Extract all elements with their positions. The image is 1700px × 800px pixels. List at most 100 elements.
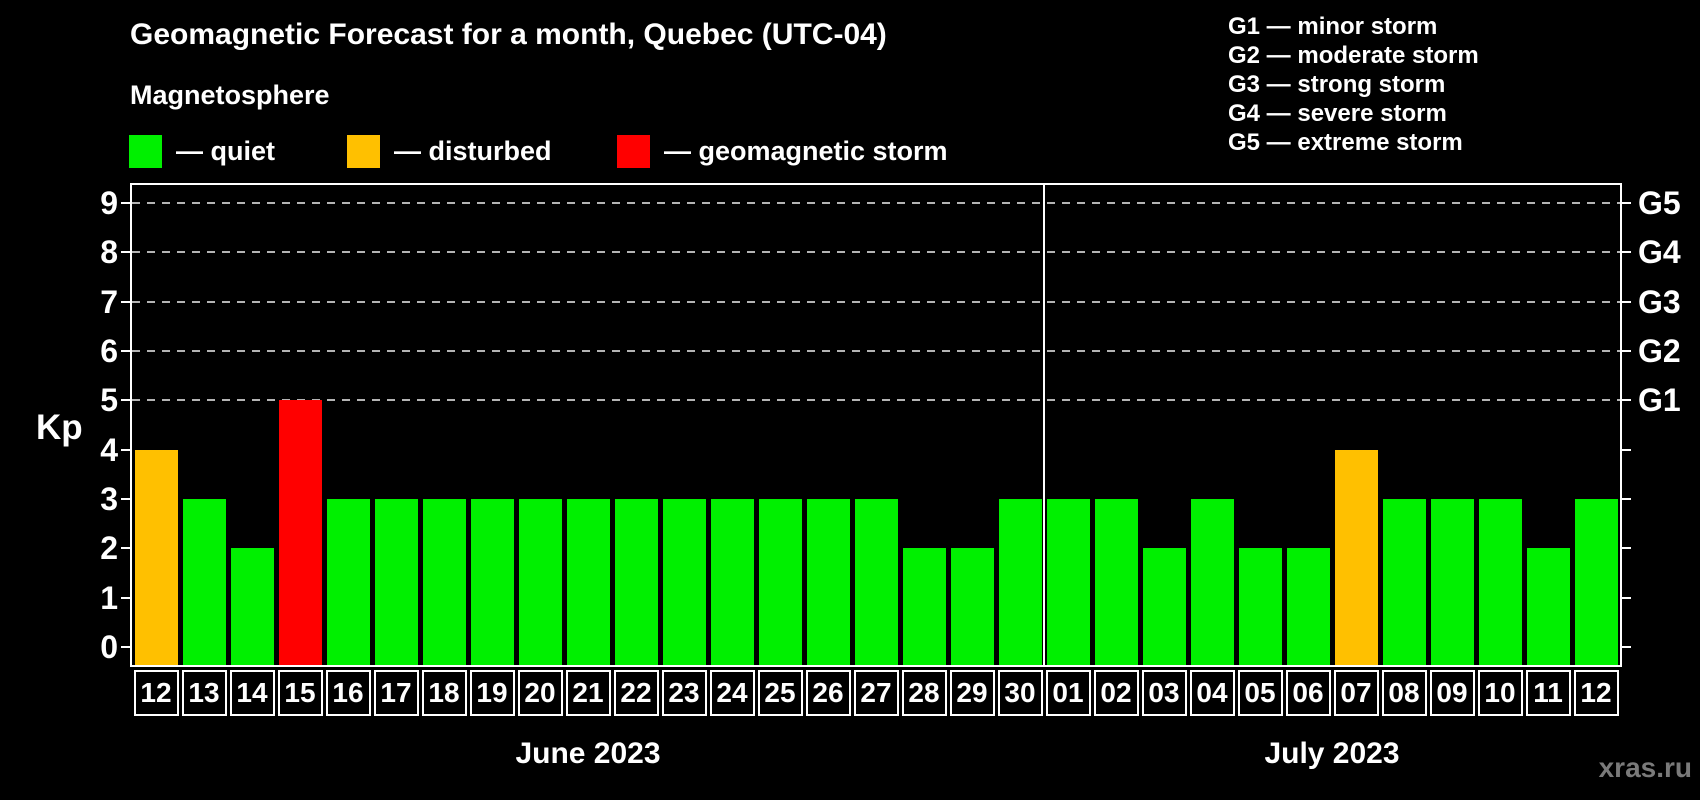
- y-tick-mark: [121, 202, 130, 204]
- watermark: xras.ru: [1598, 752, 1692, 783]
- bar-day-21: [566, 499, 610, 665]
- day-label-18: 18: [421, 670, 467, 716]
- disturbed-color-swatch: [347, 135, 380, 168]
- bar-day-10: [1478, 499, 1522, 665]
- y-tick-mark: [121, 646, 130, 648]
- y-tick-mark: [121, 448, 130, 451]
- day-label-29: 29: [949, 670, 995, 716]
- bar-day-08: [1382, 499, 1426, 665]
- y-axis-title: Kp: [36, 408, 83, 447]
- day-label-04: 04: [1189, 670, 1235, 716]
- bar-day-04: [1190, 499, 1234, 665]
- right-tick-mark: [1622, 646, 1631, 648]
- bar-day-26: [806, 499, 850, 665]
- month-label-july: July 2023: [1264, 737, 1400, 770]
- y-tick-label-0: 0: [100, 629, 118, 665]
- magnetosphere-label: Magnetosphere: [130, 80, 330, 110]
- right-tick-mark: [1622, 547, 1631, 550]
- y-tick-label-7: 7: [100, 283, 118, 320]
- page-title: Geomagnetic Forecast for a month, Quebec…: [130, 18, 887, 51]
- y-tick-mark: [121, 596, 130, 599]
- day-label-23: 23: [661, 670, 707, 716]
- y-tick-mark: [121, 251, 130, 254]
- y-tick-mark: [121, 399, 130, 402]
- day-label-19: 19: [469, 670, 515, 716]
- right-axis-label-g3: G3: [1638, 283, 1681, 320]
- y-tick-label-8: 8: [100, 234, 118, 271]
- day-label-08: 08: [1381, 670, 1427, 716]
- right-axis-label-g2: G2: [1638, 333, 1681, 369]
- bar-day-01: [1046, 499, 1090, 665]
- day-label-28: 28: [901, 670, 947, 716]
- bar-day-30: [998, 499, 1042, 665]
- y-tick-mark: [121, 350, 130, 352]
- right-tick-mark: [1622, 251, 1631, 254]
- day-label-07: 07: [1333, 670, 1379, 716]
- bar-day-15: [278, 400, 322, 665]
- day-label-24: 24: [709, 670, 755, 716]
- day-label-05: 05: [1237, 670, 1283, 716]
- y-tick-label-6: 6: [100, 333, 118, 369]
- y-tick-label-4: 4: [100, 431, 118, 468]
- bar-day-09: [1430, 499, 1474, 665]
- right-tick-mark: [1622, 498, 1631, 500]
- right-axis-label-g4: G4: [1638, 234, 1681, 271]
- g3-legend-line: G3 — strong storm: [1228, 71, 1446, 98]
- bar-day-12: [134, 449, 178, 665]
- day-label-26: 26: [805, 670, 851, 716]
- legend-label-quiet: — quiet: [176, 136, 275, 166]
- quiet-color-swatch: [129, 135, 162, 168]
- day-label-03: 03: [1141, 670, 1187, 716]
- bar-day-20: [518, 499, 562, 665]
- gridline-kp7: [132, 300, 1620, 303]
- right-tick-mark: [1622, 300, 1631, 303]
- month-divider: [1043, 185, 1045, 665]
- bar-day-29: [950, 548, 994, 665]
- day-label-21: 21: [565, 670, 611, 716]
- legend-label-disturbed: — disturbed: [394, 136, 552, 166]
- bar-day-06: [1286, 548, 1330, 665]
- day-label-11: 11: [1525, 670, 1571, 716]
- day-label-02: 02: [1093, 670, 1139, 716]
- storm-color-swatch: [617, 135, 650, 168]
- gridline-kp5: [132, 399, 1620, 402]
- day-label-12: 12: [1573, 670, 1619, 716]
- bar-day-07: [1334, 449, 1378, 665]
- day-label-14: 14: [229, 670, 275, 716]
- bar-day-02: [1094, 499, 1138, 665]
- bar-day-24: [710, 499, 754, 665]
- y-tick-label-9: 9: [100, 185, 118, 221]
- bar-day-17: [374, 499, 418, 665]
- day-label-15: 15: [277, 670, 323, 716]
- chart-plot-area: [130, 183, 1622, 667]
- day-label-16: 16: [325, 670, 371, 716]
- day-label-27: 27: [853, 670, 899, 716]
- gridline-kp8: [132, 251, 1620, 254]
- day-label-30: 30: [997, 670, 1043, 716]
- bar-day-25: [758, 499, 802, 665]
- bar-day-03: [1142, 548, 1186, 665]
- month-label-june: June 2023: [515, 737, 661, 770]
- day-label-20: 20: [517, 670, 563, 716]
- right-tick-mark: [1622, 350, 1631, 352]
- y-tick-label-5: 5: [100, 382, 118, 419]
- day-label-22: 22: [613, 670, 659, 716]
- legend-item-disturbed: — disturbed: [347, 135, 552, 168]
- y-tick-label-3: 3: [100, 481, 118, 517]
- y-tick-mark: [121, 300, 130, 303]
- legend-item-quiet: — quiet: [129, 135, 275, 168]
- y-tick-label-2: 2: [100, 530, 118, 567]
- bar-day-14: [230, 548, 274, 665]
- gridline-kp6: [132, 350, 1620, 352]
- g5-legend-line: G5 — extreme storm: [1228, 129, 1463, 156]
- bar-day-13: [182, 499, 226, 665]
- day-label-25: 25: [757, 670, 803, 716]
- right-tick-mark: [1622, 596, 1631, 599]
- right-axis-label-g1: G1: [1638, 382, 1681, 419]
- y-tick-mark: [121, 547, 130, 550]
- day-label-09: 09: [1429, 670, 1475, 716]
- bar-day-16: [326, 499, 370, 665]
- bar-day-23: [662, 499, 706, 665]
- right-axis-label-g5: G5: [1638, 185, 1681, 221]
